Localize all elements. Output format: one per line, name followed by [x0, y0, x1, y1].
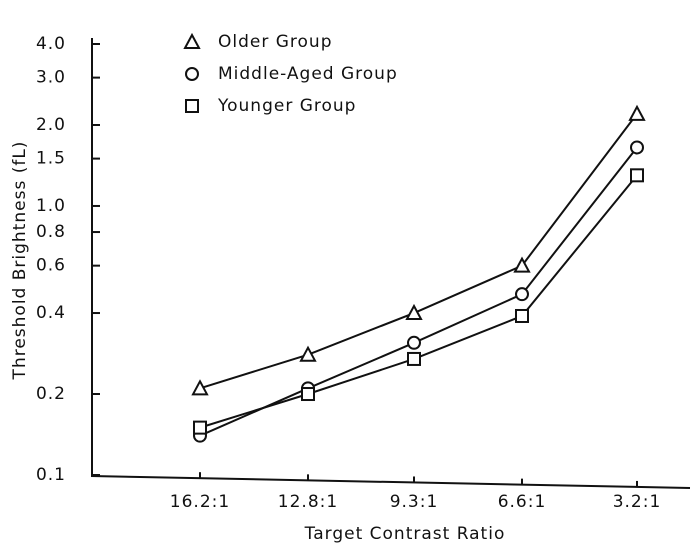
x-tick-label: 3.2:1 — [613, 492, 662, 512]
marker — [301, 387, 315, 402]
y-tick-label: 2.0 — [36, 115, 66, 135]
y-tick-label: 4.0 — [36, 34, 66, 54]
y-tick-label: 0.1 — [36, 465, 66, 485]
marker — [299, 345, 317, 362]
marker — [183, 32, 201, 49]
y-tick-label: 0.4 — [36, 303, 66, 323]
legend-label: Younger Group — [217, 96, 356, 116]
legend-label: Middle-Aged Group — [218, 64, 398, 84]
series-line — [199, 146, 638, 437]
marker — [630, 140, 644, 155]
y-tick-label: 1.5 — [36, 149, 66, 169]
y-axis-label: Threshold Brightness (fL) — [10, 141, 30, 381]
marker — [191, 379, 209, 396]
x-tick-label: 16.2:1 — [170, 492, 230, 512]
y-tick-label: 0.2 — [36, 384, 66, 404]
y-tick-label: 3.0 — [36, 68, 66, 88]
marker — [630, 168, 644, 183]
x-axis-label: Target Contrast Ratio — [304, 524, 506, 544]
y-tick-label: 0.6 — [36, 256, 66, 276]
marker — [628, 104, 646, 121]
y-tick-label: 0.8 — [36, 222, 66, 242]
marker — [407, 351, 421, 366]
marker — [407, 335, 421, 350]
x-tick-label: 12.8:1 — [278, 492, 338, 512]
marker — [193, 420, 207, 435]
x-axis — [90, 475, 691, 489]
marker — [515, 308, 529, 323]
marker — [185, 99, 199, 113]
legend-label: Older Group — [218, 32, 333, 52]
marker — [513, 256, 531, 273]
x-tick-label: 9.3:1 — [390, 492, 439, 512]
marker — [405, 303, 423, 321]
marker — [185, 67, 199, 81]
y-tick-label: 1.0 — [36, 196, 66, 216]
marker — [515, 287, 529, 302]
series-line — [199, 174, 638, 429]
x-tick-label: 6.6:1 — [498, 492, 547, 512]
